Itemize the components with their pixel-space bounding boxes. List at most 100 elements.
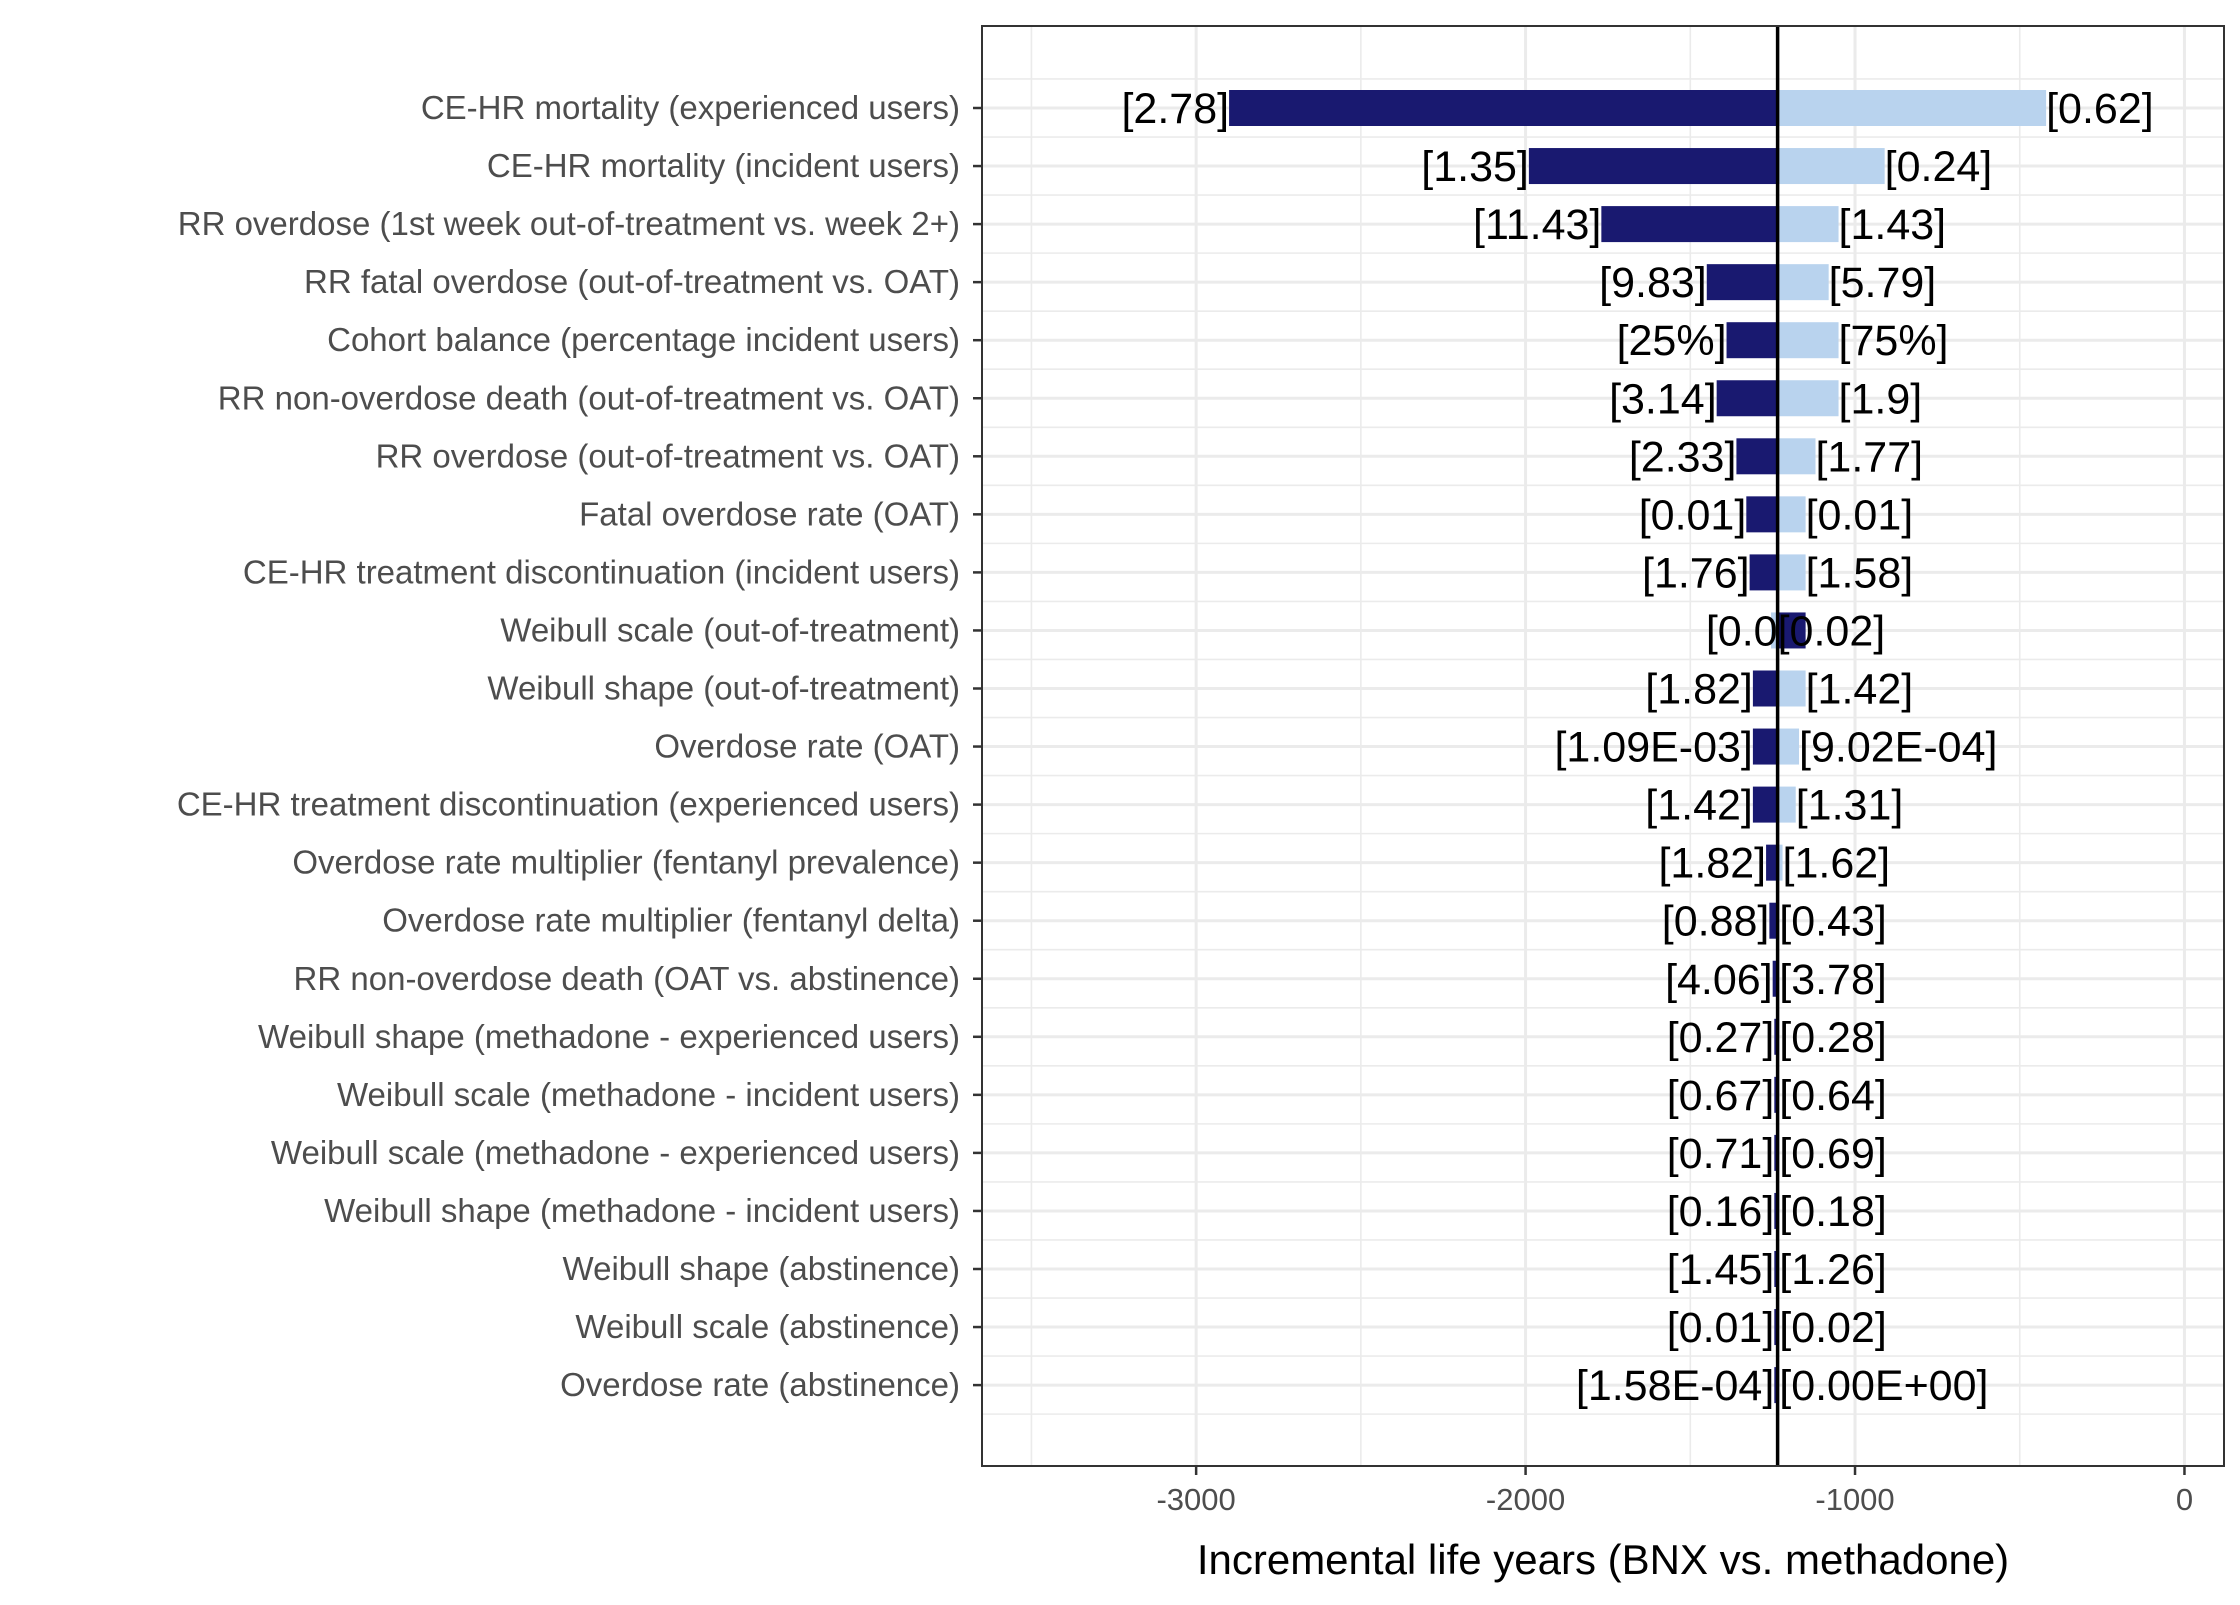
- value-label-high: [0.02]: [1779, 1304, 1887, 1352]
- bar-low: [1229, 90, 1778, 126]
- y-axis: CE-HR mortality (experienced users) CE-HR…: [177, 89, 982, 1403]
- y-tick-label: Overdose rate multiplier (fentanyl preva…: [292, 844, 960, 881]
- bar-high: [1777, 148, 1885, 185]
- bar-low: [1752, 670, 1778, 707]
- bar-high: [1777, 496, 1806, 533]
- bar-high: [1771, 612, 1778, 649]
- value-label-high: [0.69]: [1779, 1130, 1887, 1178]
- value-label-high: [5.79]: [1829, 259, 1937, 307]
- y-tick-label: CE-HR mortality (incident users): [487, 147, 960, 184]
- y-tick-label: Overdose rate multiplier (fentanyl delta…: [382, 902, 960, 939]
- value-label-low: [0.71]: [1667, 1130, 1775, 1178]
- value-label-high: [1.58]: [1806, 549, 1914, 597]
- y-tick-label: CE-HR treatment discontinuation (experie…: [177, 786, 960, 823]
- bar-high: [1777, 786, 1796, 823]
- y-tick-label: RR overdose (out-of-treatment vs. OAT): [376, 437, 960, 474]
- y-tick-label: Cohort balance (percentage incident user…: [327, 321, 960, 358]
- bar-low: [1716, 380, 1778, 417]
- value-label-low: [0.01]: [1667, 1304, 1775, 1352]
- y-tick-label: Weibull shape (abstinence): [563, 1250, 960, 1287]
- bar-low: [1528, 148, 1778, 185]
- value-label-low: [11.43]: [1473, 201, 1601, 249]
- y-tick-label: Overdose rate (abstinence): [560, 1366, 960, 1403]
- value-label-low: [1.42]: [1645, 782, 1753, 830]
- value-label-high: [0.62]: [2046, 85, 2154, 133]
- value-label-low: [25%]: [1617, 317, 1727, 365]
- value-label-high: [1.31]: [1796, 782, 1904, 830]
- x-tick-label: -3000: [1156, 1482, 1235, 1517]
- value-label-low: [0.88]: [1662, 898, 1770, 946]
- bar-high: [1777, 380, 1839, 417]
- bar-high: [1777, 844, 1783, 881]
- value-label-low: [2.33]: [1629, 433, 1737, 481]
- value-label-high: [0.43]: [1779, 898, 1887, 946]
- value-label-low: [0.0: [1706, 607, 1778, 655]
- value-label-low: [0.67]: [1667, 1072, 1775, 1120]
- value-label-low: [1.09E-03]: [1554, 724, 1752, 772]
- x-axis: -3000 -2000 -1000 0: [1156, 1466, 2193, 1517]
- value-label-low: [1.82]: [1645, 666, 1753, 714]
- value-label-high: [1.62]: [1783, 840, 1891, 888]
- y-tick-label: Weibull scale (methadone - experienced u…: [271, 1134, 960, 1171]
- value-label-high: [75%]: [1839, 317, 1949, 365]
- bar-high: [1777, 264, 1829, 301]
- bar-low: [1766, 844, 1778, 881]
- bar-high: [1777, 206, 1839, 243]
- bar-low: [1706, 264, 1778, 301]
- value-label-high: [0.00E+00]: [1779, 1362, 1988, 1410]
- x-tick-label: 0: [2176, 1482, 2193, 1517]
- value-label-high: [1.42]: [1806, 666, 1914, 714]
- x-tick-label: -1000: [1815, 1482, 1894, 1517]
- bar-high: [1777, 90, 2047, 126]
- bar-high: [1777, 438, 1816, 475]
- y-tick-label: Weibull scale (methadone - incident user…: [337, 1076, 960, 1113]
- y-tick-label: CE-HR treatment discontinuation (inciden…: [243, 553, 960, 590]
- value-label-high: [9.02E-04]: [1799, 724, 1997, 772]
- value-label-low: [1.76]: [1642, 549, 1750, 597]
- value-label-high: [0.02]: [1778, 607, 1886, 655]
- value-label-high: [0.18]: [1779, 1188, 1887, 1236]
- value-label-low: [1.45]: [1667, 1246, 1775, 1294]
- value-label-high: [0.28]: [1779, 1014, 1887, 1062]
- y-tick-label: Weibull shape (methadone - incident user…: [324, 1192, 960, 1229]
- bar-high: [1777, 670, 1806, 707]
- x-axis-title: Incremental life years (BNX vs. methadon…: [1197, 1536, 2009, 1583]
- y-tick-label: Overdose rate (OAT): [654, 728, 960, 765]
- y-tick-label: Fatal overdose rate (OAT): [579, 495, 960, 532]
- y-tick-label: Weibull scale (abstinence): [575, 1308, 960, 1345]
- y-tick-label: CE-HR mortality (experienced users): [421, 89, 960, 126]
- value-label-high: [0.24]: [1885, 143, 1993, 191]
- bar-low: [1746, 496, 1778, 533]
- y-tick-label: Weibull shape (methadone - experienced u…: [258, 1018, 960, 1055]
- value-label-high: [0.64]: [1779, 1072, 1887, 1120]
- bar-low: [1752, 786, 1778, 823]
- bar-high: [1777, 554, 1806, 591]
- x-tick-label: -2000: [1486, 1482, 1565, 1517]
- value-label-high: [0.01]: [1806, 491, 1914, 539]
- value-label-low: [4.06]: [1665, 956, 1773, 1004]
- value-label-high: [1.43]: [1839, 201, 1947, 249]
- y-tick-label: RR non-overdose death (OAT vs. abstinenc…: [294, 960, 960, 997]
- y-tick-label: RR overdose (1st week out-of-treatment v…: [178, 205, 960, 242]
- bar-low: [1769, 902, 1778, 939]
- bar-high: [1777, 728, 1800, 765]
- bar-low: [1752, 728, 1778, 765]
- value-label-low: [9.83]: [1599, 259, 1707, 307]
- bars: [1229, 90, 2047, 1404]
- bar-low: [1726, 322, 1778, 359]
- value-labels: [2.78] [0.62] [1.35] [0.24] [11.43] [1.43] [9.…: [1121, 85, 2153, 1410]
- bar-high: [1777, 322, 1839, 359]
- bar-low: [1772, 960, 1778, 997]
- value-label-low: [0.01]: [1639, 491, 1747, 539]
- y-tick-label: Weibull scale (out-of-treatment): [500, 611, 960, 648]
- bar-low: [1777, 612, 1806, 649]
- bar-low: [1736, 438, 1778, 475]
- bar-low: [1749, 554, 1778, 591]
- value-label-high: [3.78]: [1779, 956, 1887, 1004]
- y-tick-label: RR fatal overdose (out-of-treatment vs. …: [304, 263, 960, 300]
- value-label-low: [1.35]: [1421, 143, 1529, 191]
- value-label-low: [0.27]: [1667, 1014, 1775, 1062]
- value-label-high: [1.26]: [1779, 1246, 1887, 1294]
